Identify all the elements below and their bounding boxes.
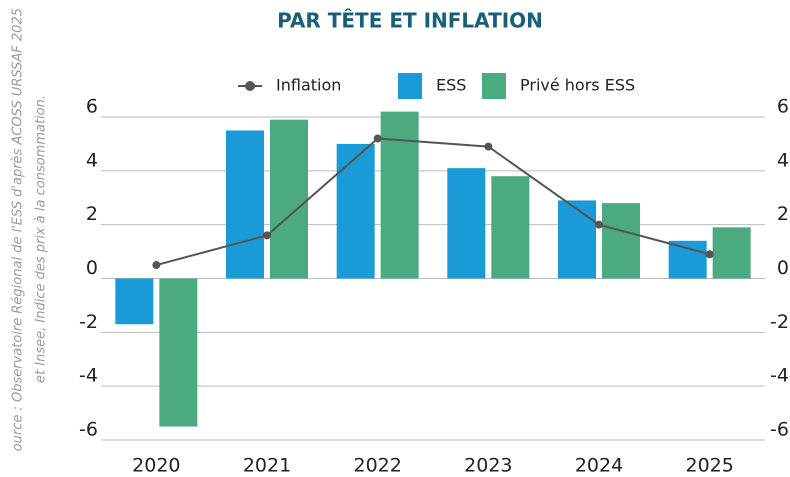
y2-tick-label: 2 [777,203,789,225]
line-point [595,220,603,229]
bar [226,130,264,279]
line-point [705,250,714,259]
bar [115,278,154,325]
line-point [263,231,271,240]
x-tick-label: 2022 [353,455,401,477]
chart-title: PAR TÊTE ET INFLATION [277,9,543,33]
y-tick-label: -2 [79,311,98,333]
x-tick-label: 2023 [464,455,512,477]
source-line: et Insee, Indice des prix à la consommat… [34,95,49,383]
bar [491,176,530,279]
line-point [152,261,161,270]
line-point [484,142,493,151]
bar [602,203,640,279]
y2-tick-label: -6 [770,419,789,441]
source-line: ource : Observatoire Régional de l'ESS d… [11,8,26,451]
y2-tick-label: -4 [770,365,789,387]
bar [270,119,308,279]
bar [380,111,419,279]
y2-tick-label: -2 [770,311,789,333]
legend-label: Inflation [276,76,341,95]
y2-tick-label: 0 [777,257,789,279]
y2-tick-label: 6 [777,96,789,118]
y-tick-label: 4 [86,149,98,171]
x-tick-label: 2024 [575,455,623,477]
y-tick-label: 2 [86,203,98,225]
x-tick-label: 2020 [132,455,180,477]
bar [336,143,375,279]
x-tick-label: 2021 [243,455,291,477]
bar [558,200,596,279]
legend-swatch [398,73,422,99]
bar [712,227,751,279]
y-tick-label: 0 [86,257,98,279]
line-point [373,134,382,143]
legend-label: ESS [436,76,466,95]
y-tick-label: 6 [86,96,98,118]
y-tick-label: -4 [79,365,98,387]
bar [159,278,198,427]
x-tick-label: 2025 [685,455,733,477]
legend-label: Privé hors ESS [520,76,635,95]
y-tick-label: -6 [79,419,98,441]
line-series [156,137,710,267]
y2-tick-label: 4 [777,149,789,171]
bar [447,168,486,279]
legend-marker [245,81,255,91]
bar [668,240,707,279]
legend-swatch [482,73,506,99]
